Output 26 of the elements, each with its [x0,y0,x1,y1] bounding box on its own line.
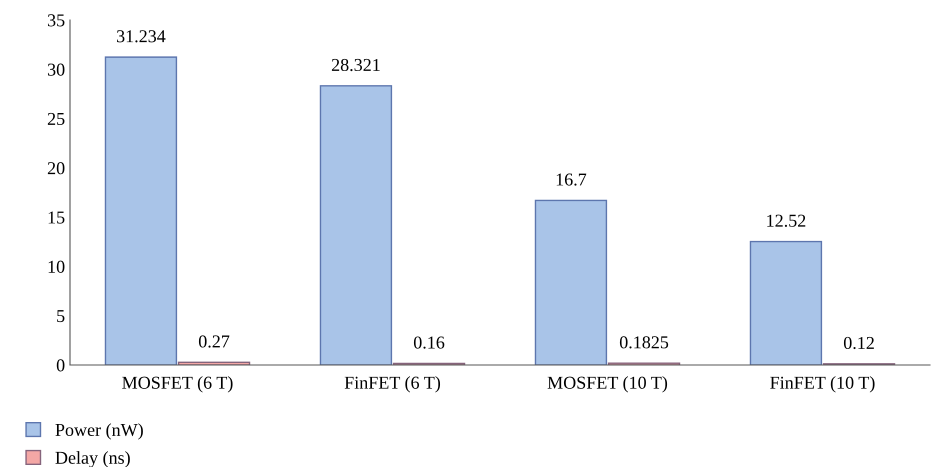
bar [178,362,250,365]
data-label: 12.52 [767,214,806,227]
data-label: 0.12 [844,336,874,350]
bar [320,85,392,365]
bar [534,200,608,365]
y-tick-label: 25 [48,112,64,126]
y-tick-label: 30 [48,64,64,76]
data-label: 28.321 [332,58,380,72]
y-tick-label: 20 [48,162,64,174]
x-tick-label: MOSFET (6 T) [122,376,233,392]
data-label: 0.16 [414,336,444,349]
bar [104,56,178,365]
x-tick-label: FinFET (6 T) [344,376,440,392]
x-tick-label: MOSFET (10 T) [548,376,668,392]
bar [750,240,822,365]
data-label: 0.27 [198,335,230,348]
data-label: 31.234 [116,30,166,42]
y-tick-label: 0 [56,359,64,372]
x-tick-label: FinFET (10 T) [770,376,875,392]
y-tick-label: 10 [48,260,64,273]
legend-label: Power (nW) [55,423,143,440]
data-label: 0.1825 [620,336,668,348]
y-tick-label: 5 [57,310,64,322]
data-label: 16.7 [556,173,586,186]
y-tick-label: 35 [48,14,64,26]
y-tick-label: 15 [48,211,64,224]
